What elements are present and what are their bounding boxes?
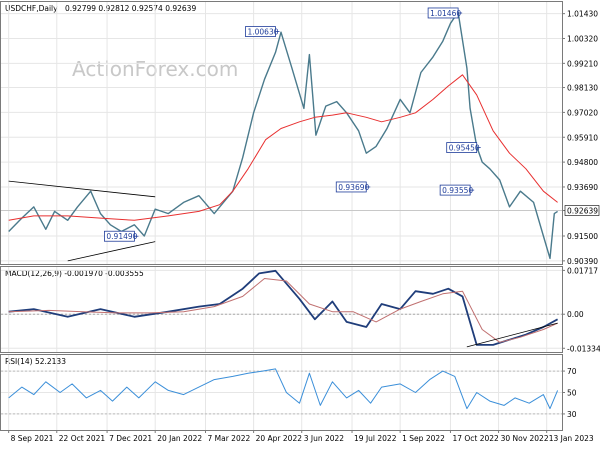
x-tick-label: 30 Nov 2022 [501,434,549,443]
y-tick-label: 0.91500 [567,232,598,241]
y-tick-label: 0.93690 [567,183,598,192]
x-tick-label: 17 Oct 2022 [452,434,499,443]
axis-layer: 8 Sep 2021 22 Oct 2021 7 Dec 2021 20 Jan 20… [8,10,600,443]
y-tick-label: 0.94800 [567,158,598,167]
y-tick-label: 1.01430 [567,10,598,19]
price-trend-line [8,180,156,198]
price-price-line [8,11,558,260]
y-tick-label: 0.00 [567,310,584,319]
price-moving-average-line [8,74,558,221]
current-price-box [564,205,600,216]
y-tick-label: 0.95910 [567,133,598,142]
y-tick-label: 0.92639 [567,207,598,216]
x-tick-label: 22 Oct 2021 [59,434,106,443]
y-tick-label: 30 [567,410,577,419]
x-tick-label: 8 Sep 2021 [11,434,54,443]
x-tick-label: 7 Mar 2022 [207,434,250,443]
rsi-header: RSI(14) 52.2133 [5,357,66,366]
y-tick-label: 0.90390 [567,257,598,266]
price-annotation-label: 1.00630 [247,28,278,37]
macd-signal-line [8,278,558,343]
macd-panel-frame [0,266,563,353]
macd-macd-line [8,269,559,346]
x-tick-label: 3 Jun 2022 [304,434,345,443]
y-tick-label: 0.99210 [567,59,598,68]
rsi-rsi-line [8,368,559,410]
annotation-layer: 1.00630 1.01460 0.93690 0.95450 0.93550 0.914… [104,7,481,242]
y-tick-label: 70 [567,367,577,376]
macd-header: MACD(12,26,9) -0.001970 -0.003555 [5,269,144,278]
price-annotation-label: 0.95450 [449,144,480,153]
x-tick-label: 20 Jan 2022 [157,434,202,443]
price-ohlc: 0.92799 0.92812 0.92574 0.92639 [65,4,196,13]
x-tick-label: 1 Sep 2022 [402,434,445,443]
price-annotation-label: 1.01460 [430,9,461,18]
y-tick-label: 50 [567,389,577,398]
price-annotation-label: 0.93550 [442,186,473,195]
y-tick-label: -0.01334 [567,344,600,353]
y-tick-label: 0.98130 [567,84,598,93]
price-trend-line [67,241,156,262]
price-header: USDCHF,Daily [5,4,58,13]
x-tick-label: 20 Apr 2022 [256,434,303,443]
price-annotation-label: 0.93690 [338,183,369,192]
macd-trend-line [466,322,558,348]
lines-layer [8,11,559,410]
price-panel-frame [0,1,563,265]
x-tick-label: 19 Jul 2022 [354,434,397,443]
y-tick-label: 0.01717 [567,266,598,275]
price-annotation-label: 0.91490 [106,232,137,241]
x-tick-label: 7 Dec 2021 [109,434,152,443]
y-tick-label: 1.00320 [567,35,598,44]
x-tick-label: 13 Jan 2023 [549,434,594,443]
y-tick-label: 0.97020 [567,108,598,117]
